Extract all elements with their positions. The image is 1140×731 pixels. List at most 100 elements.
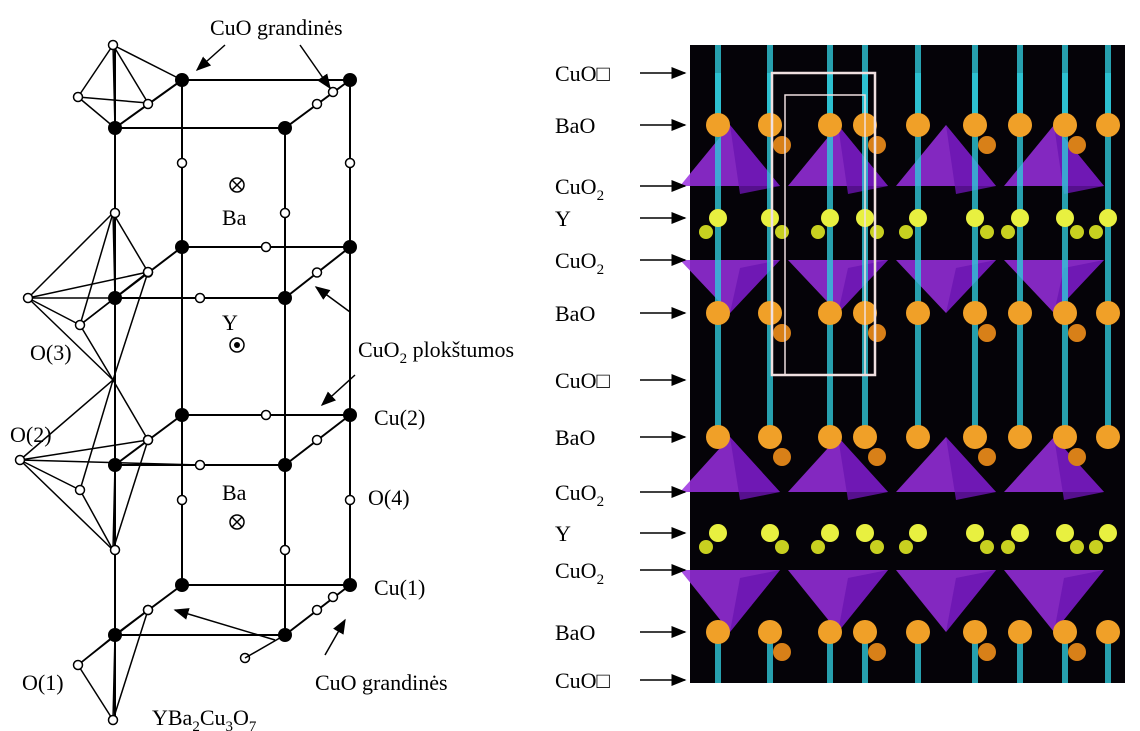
- bond: [113, 610, 148, 720]
- ba-sphere: [906, 301, 930, 325]
- o-atom: [178, 496, 187, 505]
- label: O(1): [22, 670, 64, 695]
- label: CuO□: [555, 61, 610, 86]
- label: BaO: [555, 620, 595, 645]
- y-sphere: [1089, 540, 1103, 554]
- y-sphere: [761, 524, 779, 542]
- label: CuO2: [555, 174, 604, 204]
- y-sphere: [909, 524, 927, 542]
- cu-atom: [108, 121, 122, 135]
- o-atom: [346, 496, 355, 505]
- label: CuO□: [555, 368, 610, 393]
- bond: [113, 213, 148, 272]
- crystal-render: [680, 45, 1125, 683]
- cu-atom: [175, 578, 189, 592]
- y-sphere: [966, 209, 984, 227]
- ba-sphere: [978, 136, 996, 154]
- bond: [20, 460, 80, 490]
- ba-sphere: [758, 620, 782, 644]
- bond: [80, 380, 113, 490]
- text-part: BaO: [555, 113, 595, 138]
- o-atom: [109, 41, 118, 50]
- ba-sphere: [1008, 113, 1032, 137]
- cu-atom: [108, 291, 122, 305]
- text-part: CuO□: [555, 368, 610, 393]
- o-atom: [76, 486, 85, 495]
- ba-sphere: [706, 301, 730, 325]
- o-atom: [144, 268, 153, 277]
- cu-atom: [343, 578, 357, 592]
- bond: [78, 97, 148, 103]
- label: CuO2: [555, 248, 604, 278]
- ba-sphere: [868, 643, 886, 661]
- arrow: [197, 45, 225, 70]
- ba-sphere: [1068, 136, 1086, 154]
- y-sphere: [870, 540, 884, 554]
- y-sphere: [699, 225, 713, 239]
- y-sphere: [1089, 225, 1103, 239]
- o-atom: [111, 546, 120, 555]
- arrow: [316, 287, 350, 312]
- subscript: 3: [226, 719, 234, 731]
- o-atom: [281, 209, 290, 218]
- ba-sphere: [706, 620, 730, 644]
- ba-sphere: [963, 113, 987, 137]
- text-part: CuO: [358, 337, 400, 362]
- label: YBa2Cu3O7: [152, 705, 257, 731]
- text-part: BaO: [555, 301, 595, 326]
- ba-sphere: [773, 643, 791, 661]
- o-atom: [329, 88, 338, 97]
- bond: [28, 298, 80, 325]
- ba-sphere: [853, 620, 877, 644]
- bond: [245, 635, 285, 658]
- cu-atom: [278, 121, 292, 135]
- ba-sphere: [758, 113, 782, 137]
- label: BaO: [555, 113, 595, 138]
- y-sphere: [1056, 524, 1074, 542]
- ba-sphere: [906, 113, 930, 137]
- ba-sphere: [978, 643, 996, 661]
- ba-sphere: [1008, 301, 1032, 325]
- y-sphere: [980, 225, 994, 239]
- y-sphere: [761, 209, 779, 227]
- ba-sphere: [906, 425, 930, 449]
- ba-sphere: [1068, 448, 1086, 466]
- y-sphere: [1056, 209, 1074, 227]
- label: Ba: [222, 205, 247, 230]
- ba-sphere: [1053, 620, 1077, 644]
- label: CuO grandinės: [315, 670, 448, 695]
- subscript: 2: [597, 572, 605, 588]
- y-sphere: [870, 225, 884, 239]
- o-atom: [24, 294, 33, 303]
- y-symbol-dot: [234, 342, 240, 348]
- ba-sphere: [818, 620, 842, 644]
- label: Cu(1): [374, 575, 425, 600]
- ba-sphere: [818, 113, 842, 137]
- o-atom: [313, 436, 322, 445]
- bond: [78, 45, 113, 97]
- cu-atom: [343, 73, 357, 87]
- label: BaO: [555, 301, 595, 326]
- label: O(3): [30, 340, 72, 365]
- y-sphere: [856, 524, 874, 542]
- o-atom: [329, 593, 338, 602]
- o-atom: [262, 243, 271, 252]
- arrow: [325, 620, 345, 655]
- label: Y: [222, 310, 238, 335]
- ba-sphere: [818, 301, 842, 325]
- ba-sphere: [758, 301, 782, 325]
- o-atom: [74, 93, 83, 102]
- ba-sphere: [773, 136, 791, 154]
- o-atom: [16, 456, 25, 465]
- ba-sphere: [773, 324, 791, 342]
- o-atom: [262, 411, 271, 420]
- subscript: 2: [597, 494, 605, 510]
- label: Ba: [222, 480, 247, 505]
- label: CuO2: [555, 480, 604, 510]
- label: Y: [555, 521, 571, 546]
- cu-atom: [278, 291, 292, 305]
- text-part: YBa: [152, 705, 193, 730]
- text-part: CuO: [555, 558, 597, 583]
- ba-sphere: [868, 324, 886, 342]
- y-sphere: [775, 225, 789, 239]
